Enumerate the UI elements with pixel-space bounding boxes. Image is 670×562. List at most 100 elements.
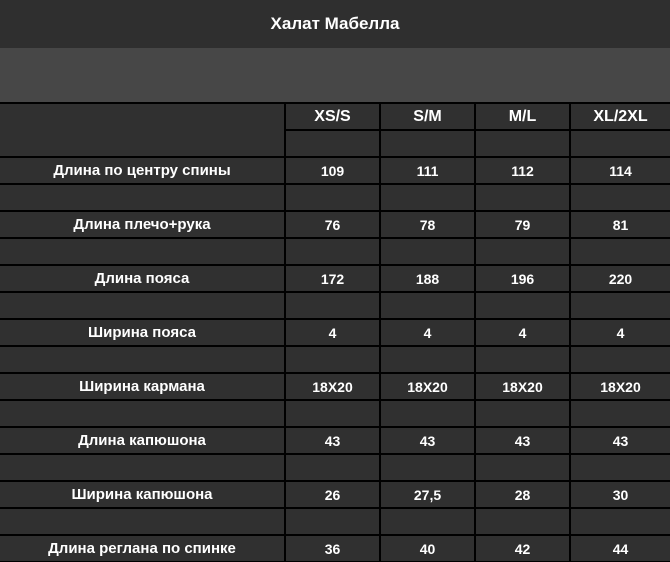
empty-cell — [474, 399, 571, 428]
empty-cell — [0, 183, 286, 212]
empty-cell — [0, 507, 286, 536]
empty-cell — [569, 237, 670, 266]
empty-cell — [0, 453, 286, 482]
empty-cell — [284, 291, 381, 320]
spacer-row — [0, 129, 670, 158]
value-cell: 42 — [474, 534, 571, 562]
value-cell: 18Х20 — [474, 372, 571, 401]
empty-cell — [474, 237, 571, 266]
empty-cell — [284, 237, 381, 266]
value-cell: 43 — [569, 426, 670, 455]
empty-cell — [284, 399, 381, 428]
empty-cell — [474, 183, 571, 212]
header-row: XS/S S/M M/L XL/2XL — [0, 102, 670, 158]
size-header-m-l: M/L — [474, 102, 571, 131]
empty-cell — [284, 183, 381, 212]
value-cell: 18Х20 — [569, 372, 670, 401]
empty-cell — [284, 453, 381, 482]
row-label: Длина плечо+рука — [0, 210, 286, 239]
table-row: Длина пояса 172 188 196 220 — [0, 264, 670, 293]
value-cell: 43 — [474, 426, 571, 455]
row-label: Ширина пояса — [0, 318, 286, 347]
empty-cell — [0, 291, 286, 320]
value-cell: 76 — [284, 210, 381, 239]
spacer-row — [0, 507, 670, 536]
spacer-row — [0, 183, 670, 212]
empty-cell — [569, 507, 670, 536]
table-row: Ширина капюшона 26 27,5 28 30 — [0, 480, 670, 509]
empty-cell — [379, 129, 476, 158]
spacer-band — [0, 48, 670, 102]
empty-cell — [474, 291, 571, 320]
empty-cell — [379, 507, 476, 536]
value-cell: 4 — [379, 318, 476, 347]
value-cell: 4 — [569, 318, 670, 347]
empty-cell — [569, 345, 670, 374]
empty-cell — [0, 399, 286, 428]
value-cell: 114 — [569, 156, 670, 185]
spacer-row — [0, 453, 670, 482]
size-header-s-m: S/M — [379, 102, 476, 131]
spacer-row — [0, 345, 670, 374]
size-chart-table: XS/S S/M M/L XL/2XL Длина по центру спин… — [0, 102, 670, 562]
empty-cell — [0, 237, 286, 266]
value-cell: 40 — [379, 534, 476, 562]
empty-cell — [284, 507, 381, 536]
empty-cell — [379, 237, 476, 266]
table-row: Длина по центру спины 109 111 112 114 — [0, 156, 670, 185]
row-label: Длина капюшона — [0, 426, 286, 455]
value-cell: 188 — [379, 264, 476, 293]
table-row: Ширина кармана 18Х20 18Х20 18Х20 18Х20 — [0, 372, 670, 401]
size-header-xs-s: XS/S — [284, 102, 381, 131]
value-cell: 4 — [474, 318, 571, 347]
empty-cell — [569, 399, 670, 428]
value-cell: 44 — [569, 534, 670, 562]
value-cell: 81 — [569, 210, 670, 239]
table-row: Длина капюшона 43 43 43 43 — [0, 426, 670, 455]
table-row: Длина плечо+рука 76 78 79 81 — [0, 210, 670, 239]
empty-cell — [474, 453, 571, 482]
value-cell: 43 — [379, 426, 476, 455]
spacer-row — [0, 399, 670, 428]
row-label: Длина пояса — [0, 264, 286, 293]
value-cell: 196 — [474, 264, 571, 293]
empty-cell — [379, 183, 476, 212]
empty-cell — [379, 345, 476, 374]
empty-cell — [285, 129, 381, 158]
row-label: Ширина кармана — [0, 372, 286, 401]
table-row: Ширина пояса 4 4 4 4 — [0, 318, 670, 347]
value-cell: 79 — [474, 210, 571, 239]
empty-cell — [474, 129, 571, 158]
value-cell: 109 — [284, 156, 381, 185]
value-cell: 30 — [569, 480, 670, 509]
size-header-xl-2xl: XL/2XL — [569, 102, 670, 131]
empty-cell — [284, 345, 381, 374]
value-cell: 27,5 — [379, 480, 476, 509]
row-label: Ширина капюшона — [0, 480, 286, 509]
empty-cell — [379, 453, 476, 482]
empty-cell — [474, 345, 571, 374]
value-cell: 112 — [474, 156, 571, 185]
table-row: Длина реглана по спинке 36 40 42 44 — [0, 534, 670, 562]
empty-cell — [569, 291, 670, 320]
row-label: Длина реглана по спинке — [0, 534, 286, 562]
empty-cell — [379, 399, 476, 428]
spacer-row — [0, 291, 670, 320]
value-cell: 220 — [569, 264, 670, 293]
value-cell: 26 — [284, 480, 381, 509]
value-cell: 18Х20 — [379, 372, 476, 401]
empty-cell — [569, 453, 670, 482]
spacer-row — [0, 237, 670, 266]
value-cell: 28 — [474, 480, 571, 509]
value-cell: 172 — [284, 264, 381, 293]
value-cell: 36 — [284, 534, 381, 562]
empty-cell — [569, 129, 670, 158]
empty-cell — [474, 507, 571, 536]
empty-cell — [379, 291, 476, 320]
row-label: Длина по центру спины — [0, 156, 286, 185]
page-title: Халат Мабелла — [0, 0, 670, 48]
value-cell: 111 — [379, 156, 476, 185]
value-cell: 78 — [379, 210, 476, 239]
value-cell: 18Х20 — [284, 372, 381, 401]
value-cell: 43 — [284, 426, 381, 455]
